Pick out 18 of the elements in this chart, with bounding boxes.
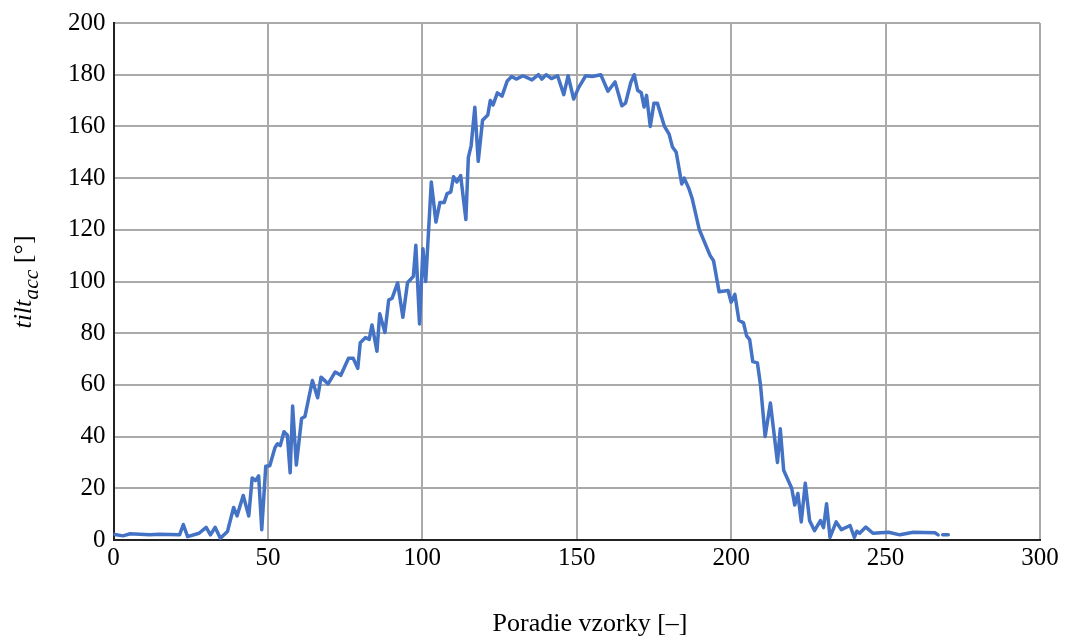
x-tick-label: 250 — [866, 542, 905, 570]
y-tick-label: 40 — [80, 421, 106, 449]
y-tick-label: 200 — [68, 7, 106, 35]
y-tick-label: 0 — [93, 524, 106, 552]
x-tick-label: 100 — [403, 542, 442, 570]
y-tick-label: 20 — [80, 472, 106, 500]
y-tick-label: 80 — [80, 317, 106, 345]
y-tick-label: 180 — [68, 59, 106, 87]
y-tick-label: 100 — [68, 266, 106, 294]
y-tick-label: 160 — [68, 110, 106, 138]
y-tick-label: 120 — [68, 214, 106, 242]
x-tick-label: 50 — [255, 542, 281, 570]
x-tick-label: 200 — [712, 542, 750, 570]
x-tick-label: 150 — [558, 542, 596, 570]
x-tick-label: 300 — [1021, 542, 1059, 570]
y-tick-label: 140 — [68, 162, 106, 190]
y-tick-label: 60 — [80, 369, 106, 397]
x-axis-title: Poradie vzorky [–] — [491, 608, 689, 638]
